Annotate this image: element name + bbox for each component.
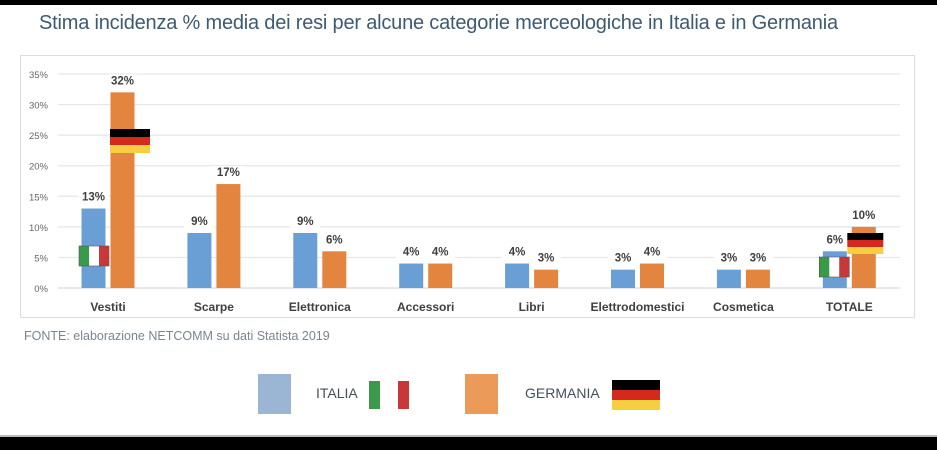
data-label-background xyxy=(213,166,244,180)
y-tick-label: 5% xyxy=(34,253,48,264)
germany-flag-stripe xyxy=(847,240,884,247)
italy-flag-icon xyxy=(818,256,850,278)
bar-germania xyxy=(322,251,347,288)
legend-label-italia: ITALIA xyxy=(316,385,358,401)
germany-flag-black-stripe xyxy=(612,380,660,390)
bar-italia xyxy=(505,263,530,288)
germany-flag-icon xyxy=(847,233,884,254)
bar-italia xyxy=(716,269,741,288)
germany-flag-stripe xyxy=(110,137,150,145)
italy-flag-stripe xyxy=(839,257,850,277)
italy-flag-border xyxy=(78,245,110,267)
germany-flag-stripe xyxy=(110,129,150,137)
category-label: Cosmetica xyxy=(713,300,774,314)
legend-swatch-germania xyxy=(465,374,498,414)
germany-flag-stripe xyxy=(110,145,150,153)
data-label-background xyxy=(425,245,456,259)
germany-flag-gold-stripe xyxy=(612,400,660,410)
category-label: Libri xyxy=(519,300,545,314)
category-label: Vestiti xyxy=(90,300,125,314)
data-label-background xyxy=(742,251,773,265)
data-label: 4% xyxy=(644,247,661,259)
italy-flag-stripe xyxy=(99,246,109,266)
category-label: TOTALE xyxy=(826,300,873,314)
bar-germania xyxy=(110,92,135,288)
data-label: 13% xyxy=(82,192,105,204)
y-tick-label: 15% xyxy=(29,192,49,203)
source-note: FONTE: elaborazione NETCOMM su dati Stat… xyxy=(24,329,330,343)
italy-flag-stripe xyxy=(829,257,840,277)
data-label: 3% xyxy=(721,253,738,265)
germany-flag-stripe xyxy=(847,247,884,254)
bar-germania xyxy=(745,269,770,288)
bar-italia xyxy=(293,232,318,288)
data-label: 17% xyxy=(217,167,240,179)
italy-flag-border xyxy=(818,256,850,278)
y-tick-label: 0% xyxy=(34,284,48,295)
category-label: Elettronica xyxy=(289,300,351,314)
data-label: 4% xyxy=(432,247,449,259)
bar-germania xyxy=(216,184,241,288)
italy-flag-green-stripe xyxy=(369,381,380,409)
germany-flag-icon xyxy=(110,129,150,153)
data-label-background xyxy=(608,251,638,265)
y-tick-label: 30% xyxy=(29,101,49,112)
germany-flag-stripe xyxy=(847,233,884,240)
top-border xyxy=(0,0,937,5)
chart-title: Stima incidenza % media dei resi per alc… xyxy=(39,12,838,34)
data-label: 9% xyxy=(191,216,208,228)
data-label: 9% xyxy=(297,216,314,228)
category-label: Scarpe xyxy=(194,300,234,314)
bar-germania xyxy=(640,263,664,288)
data-label: 10% xyxy=(852,210,875,222)
data-label-background xyxy=(819,233,850,247)
data-label-background xyxy=(319,233,350,247)
germany-flag-icon xyxy=(612,380,660,410)
data-label-background xyxy=(502,245,533,259)
data-label: 6% xyxy=(326,234,343,246)
italy-flag-stripe xyxy=(819,257,830,277)
germany-flag-red-stripe xyxy=(612,390,660,400)
category-label: Accessori xyxy=(397,300,454,314)
y-tick-label: 20% xyxy=(29,162,49,173)
bar-germania xyxy=(428,263,453,288)
bottom-border xyxy=(0,435,937,450)
data-label-background xyxy=(78,190,109,204)
y-tick-label: 10% xyxy=(29,223,49,234)
legend-swatch-italia xyxy=(258,374,291,414)
data-label-background xyxy=(848,208,879,222)
y-tick-label: 25% xyxy=(29,131,49,142)
legend-label-germania: GERMANIA xyxy=(525,385,600,401)
bar-germania xyxy=(534,269,559,288)
data-label: 4% xyxy=(403,247,420,259)
data-label: 3% xyxy=(615,253,632,265)
category-label: Elettrodomestici xyxy=(590,300,684,314)
data-label-background xyxy=(107,74,138,88)
data-label: 6% xyxy=(826,234,843,246)
italy-flag-stripe xyxy=(79,246,89,266)
bar-italia xyxy=(611,269,635,288)
data-label-background xyxy=(184,214,215,228)
data-label: 32% xyxy=(111,75,134,87)
data-label-background xyxy=(396,245,427,259)
data-label: 4% xyxy=(509,247,526,259)
data-label-background xyxy=(531,251,562,265)
data-label-background xyxy=(637,245,667,259)
italy-flag-stripe xyxy=(89,246,99,266)
y-tick-label: 35% xyxy=(29,70,49,81)
bar-italia xyxy=(187,232,212,288)
data-label: 3% xyxy=(538,253,555,265)
data-label-background xyxy=(713,251,744,265)
italy-flag-icon xyxy=(78,245,110,267)
data-label-background xyxy=(290,214,321,228)
data-label: 3% xyxy=(750,253,767,265)
bar-italia xyxy=(399,263,424,288)
italy-flag-red-stripe xyxy=(398,381,409,409)
